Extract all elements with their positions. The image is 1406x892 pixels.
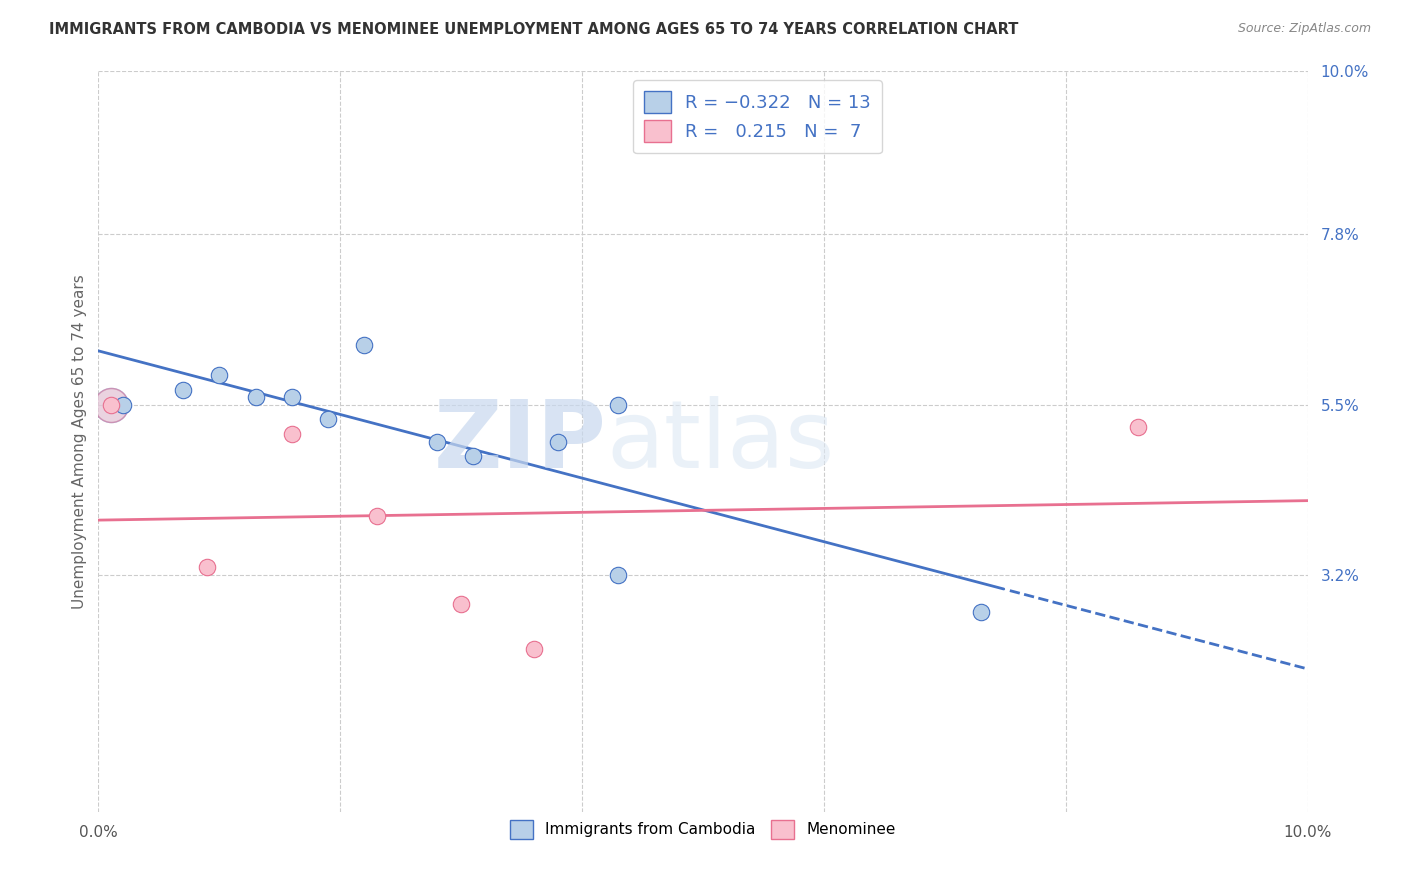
Point <box>970 605 993 619</box>
Point <box>208 368 231 382</box>
Text: Source: ZipAtlas.com: Source: ZipAtlas.com <box>1237 22 1371 36</box>
Point <box>463 450 485 464</box>
Point <box>111 398 134 412</box>
Point <box>366 508 388 523</box>
Point <box>523 641 546 656</box>
Point <box>316 412 339 426</box>
Text: ZIP: ZIP <box>433 395 606 488</box>
Text: atlas: atlas <box>606 395 835 488</box>
Legend: Immigrants from Cambodia, Menominee: Immigrants from Cambodia, Menominee <box>505 814 901 845</box>
Point <box>195 560 218 574</box>
Point <box>450 598 472 612</box>
Y-axis label: Unemployment Among Ages 65 to 74 years: Unemployment Among Ages 65 to 74 years <box>72 274 87 609</box>
Point <box>100 398 122 412</box>
Text: IMMIGRANTS FROM CAMBODIA VS MENOMINEE UNEMPLOYMENT AMONG AGES 65 TO 74 YEARS COR: IMMIGRANTS FROM CAMBODIA VS MENOMINEE UN… <box>49 22 1018 37</box>
Point <box>607 398 630 412</box>
Point <box>426 434 449 449</box>
Point <box>100 398 122 412</box>
Point <box>353 338 375 352</box>
Point <box>100 398 122 412</box>
Point <box>547 434 569 449</box>
Point <box>281 427 304 442</box>
Point <box>281 390 304 404</box>
Point <box>607 567 630 582</box>
Point <box>245 390 267 404</box>
Point <box>172 383 194 397</box>
Point <box>1128 419 1150 434</box>
